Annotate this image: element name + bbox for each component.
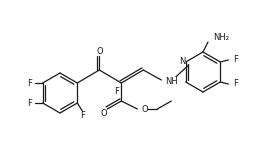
Text: F: F: [27, 79, 32, 87]
Text: F: F: [233, 55, 238, 65]
Text: O: O: [96, 46, 103, 55]
Text: F: F: [233, 80, 238, 89]
Text: O: O: [100, 108, 107, 118]
Text: NH₂: NH₂: [213, 34, 229, 42]
Text: NH: NH: [165, 77, 178, 86]
Text: F: F: [80, 111, 85, 121]
Text: F: F: [114, 86, 119, 96]
Text: F: F: [27, 98, 32, 107]
Text: O: O: [141, 104, 148, 114]
Text: N: N: [180, 58, 186, 66]
